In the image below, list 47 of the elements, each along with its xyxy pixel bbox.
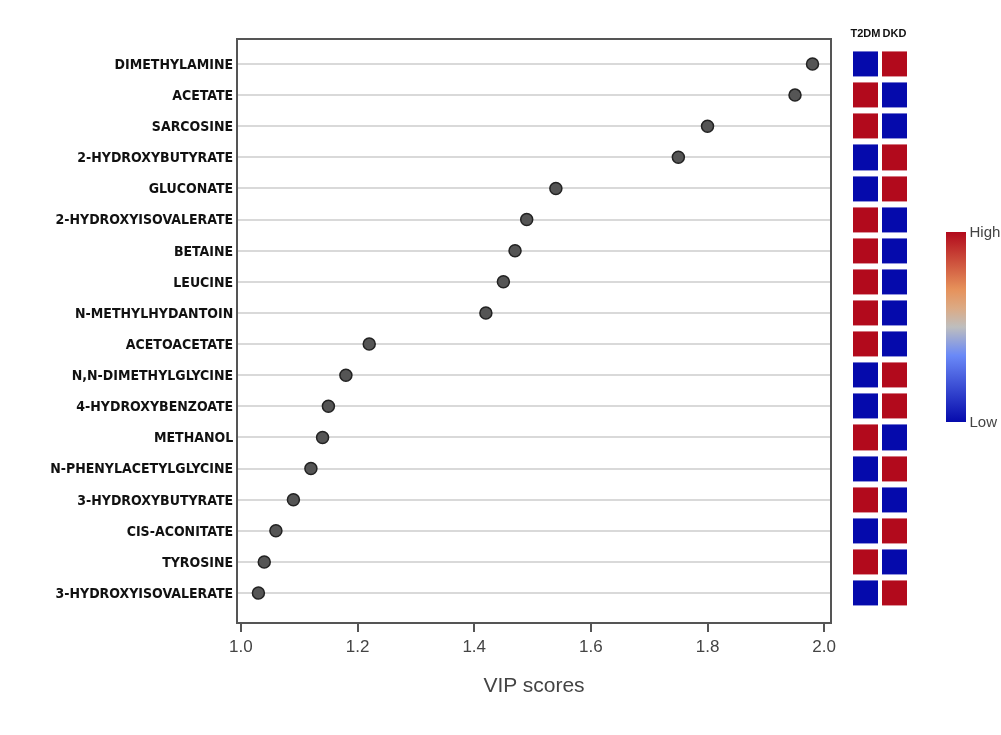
x-tick-label: T2DM: [850, 26, 881, 39]
x-tick-label: 1.0: [229, 637, 253, 657]
y-tick-label: 2-HYDROXYISOVALERATE: [55, 211, 234, 228]
point: [269, 524, 283, 538]
y-tick-label: N-PHENYLACETYLGLYCINE: [50, 460, 234, 477]
point: [339, 368, 353, 382]
y-tick-label: ACETOACETATE: [125, 335, 234, 352]
point: [788, 88, 802, 102]
point: [549, 181, 563, 196]
point: [496, 275, 511, 289]
y-tick-label: ACETATE: [172, 86, 234, 103]
color-bar-label: Low: [969, 413, 998, 431]
y-tick-label: GLUCONATE: [148, 180, 234, 197]
x-tick-label: 1.8: [695, 637, 720, 657]
x-axis-title: VIP scores: [483, 673, 585, 697]
point: [315, 430, 330, 445]
y-tick-label: 2-HYDROXYBUTYRATE: [77, 149, 234, 166]
point: [519, 212, 534, 227]
point: [304, 461, 318, 476]
y-tick-label: 3-HYDROXYISOVALERATE: [55, 584, 234, 601]
point: [257, 555, 271, 569]
x-tick-label: 2.0: [812, 637, 836, 657]
point: [286, 492, 301, 507]
color-bar-label: High: [969, 223, 1001, 241]
point: [479, 306, 493, 320]
y-tick-label: BETAINE: [173, 242, 234, 259]
y-tick-label: SARCOSINE: [151, 118, 234, 135]
y-tick-label: CIS-ACONITATE: [126, 522, 234, 539]
x-tick-label: DKD: [882, 26, 907, 39]
y-tick-label: 4-HYDROXYBENZOATE: [76, 398, 234, 415]
y-tick-label: LEUCINE: [173, 273, 234, 290]
x-tick-label: 1.2: [345, 637, 370, 657]
point: [671, 150, 686, 165]
x-tick-label: 1.6: [579, 637, 603, 657]
point: [362, 337, 376, 351]
y-tick-label: TYROSINE: [162, 553, 234, 570]
y-tick-label: N,N-DIMETHYLGLYCINE: [71, 367, 234, 384]
y-tick-label: DIMETHYLAMINE: [114, 55, 234, 72]
point: [251, 586, 266, 600]
x-tick-label: 1.4: [462, 637, 487, 657]
point: [321, 399, 336, 414]
point: [700, 119, 715, 133]
y-tick-label: METHANOL: [153, 429, 234, 446]
y-tick-label: N-METHYLHYDANTOIN: [75, 304, 234, 321]
point: [805, 57, 820, 71]
point: [508, 243, 522, 258]
y-tick-label: 3-HYDROXYBUTYRATE: [77, 491, 234, 508]
